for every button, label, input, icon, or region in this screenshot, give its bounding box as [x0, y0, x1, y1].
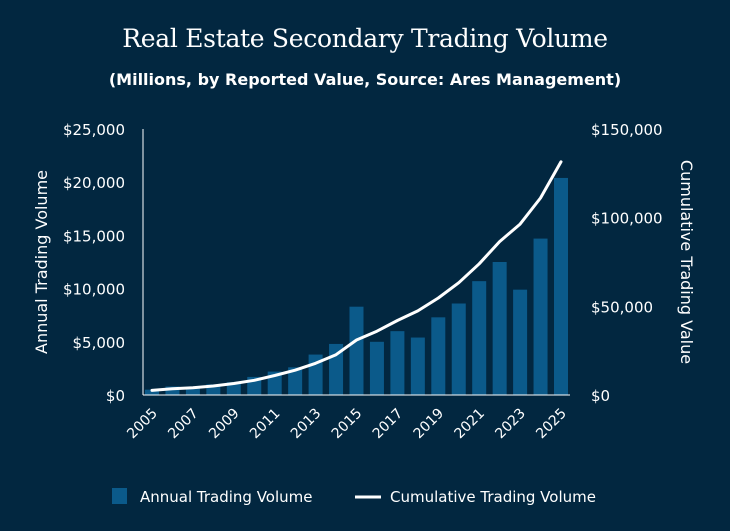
y-axis-label: Annual Trading Volume [32, 170, 51, 354]
bar [451, 303, 466, 395]
y2-tick-label: $150,000 [591, 121, 663, 139]
bar [554, 177, 568, 395]
x-tick-label: 2021 [452, 406, 489, 443]
y2-axis-label: Cumulative Trading Value [677, 160, 696, 364]
y-tick-label: $15,000 [63, 227, 125, 245]
y-tick-label: $25,000 [63, 121, 125, 139]
x-tick-label: 2011 [247, 406, 284, 443]
bar [472, 281, 487, 395]
y-tick-label: $0 [106, 387, 125, 405]
x-tick-label: 2015 [329, 406, 366, 443]
x-tick-label: 2025 [533, 406, 570, 443]
bar [288, 367, 303, 395]
legend-swatch-annual [112, 488, 127, 504]
bar [410, 337, 425, 395]
x-tick-label: 2013 [288, 406, 325, 443]
x-tick-label: 2017 [370, 406, 407, 443]
chart-title: Real Estate Secondary Trading Volume [122, 24, 608, 53]
legend-label-annual: Annual Trading Volume [140, 488, 313, 506]
y2-tick-label: $100,000 [591, 210, 663, 228]
y2-tick-label: $0 [591, 387, 610, 405]
bar [369, 341, 384, 395]
legend-label-cumulative: Cumulative Trading Volume [390, 488, 596, 506]
chart-subtitle: (Millions, by Reported Value, Source: Ar… [108, 70, 622, 89]
bar [492, 262, 507, 395]
bar [431, 317, 446, 395]
x-tick-label: 2009 [206, 406, 243, 443]
bar [206, 384, 221, 395]
bar [185, 387, 200, 395]
bar [533, 238, 548, 395]
x-tick-label: 2007 [165, 406, 202, 443]
bar [145, 389, 159, 395]
y2-tick-label: $50,000 [591, 298, 653, 316]
x-tick-label: 2023 [492, 406, 529, 443]
y-tick-label: $20,000 [63, 174, 125, 192]
x-tick-label: 2019 [411, 406, 448, 443]
bar [513, 289, 528, 395]
y-tick-label: $5,000 [73, 334, 126, 352]
bar [165, 386, 180, 395]
series-line-cumulative [150, 160, 563, 392]
bar [349, 306, 364, 395]
x-tick-label: 2005 [124, 406, 161, 443]
bar [390, 331, 405, 395]
y-tick-label: $10,000 [63, 281, 125, 299]
